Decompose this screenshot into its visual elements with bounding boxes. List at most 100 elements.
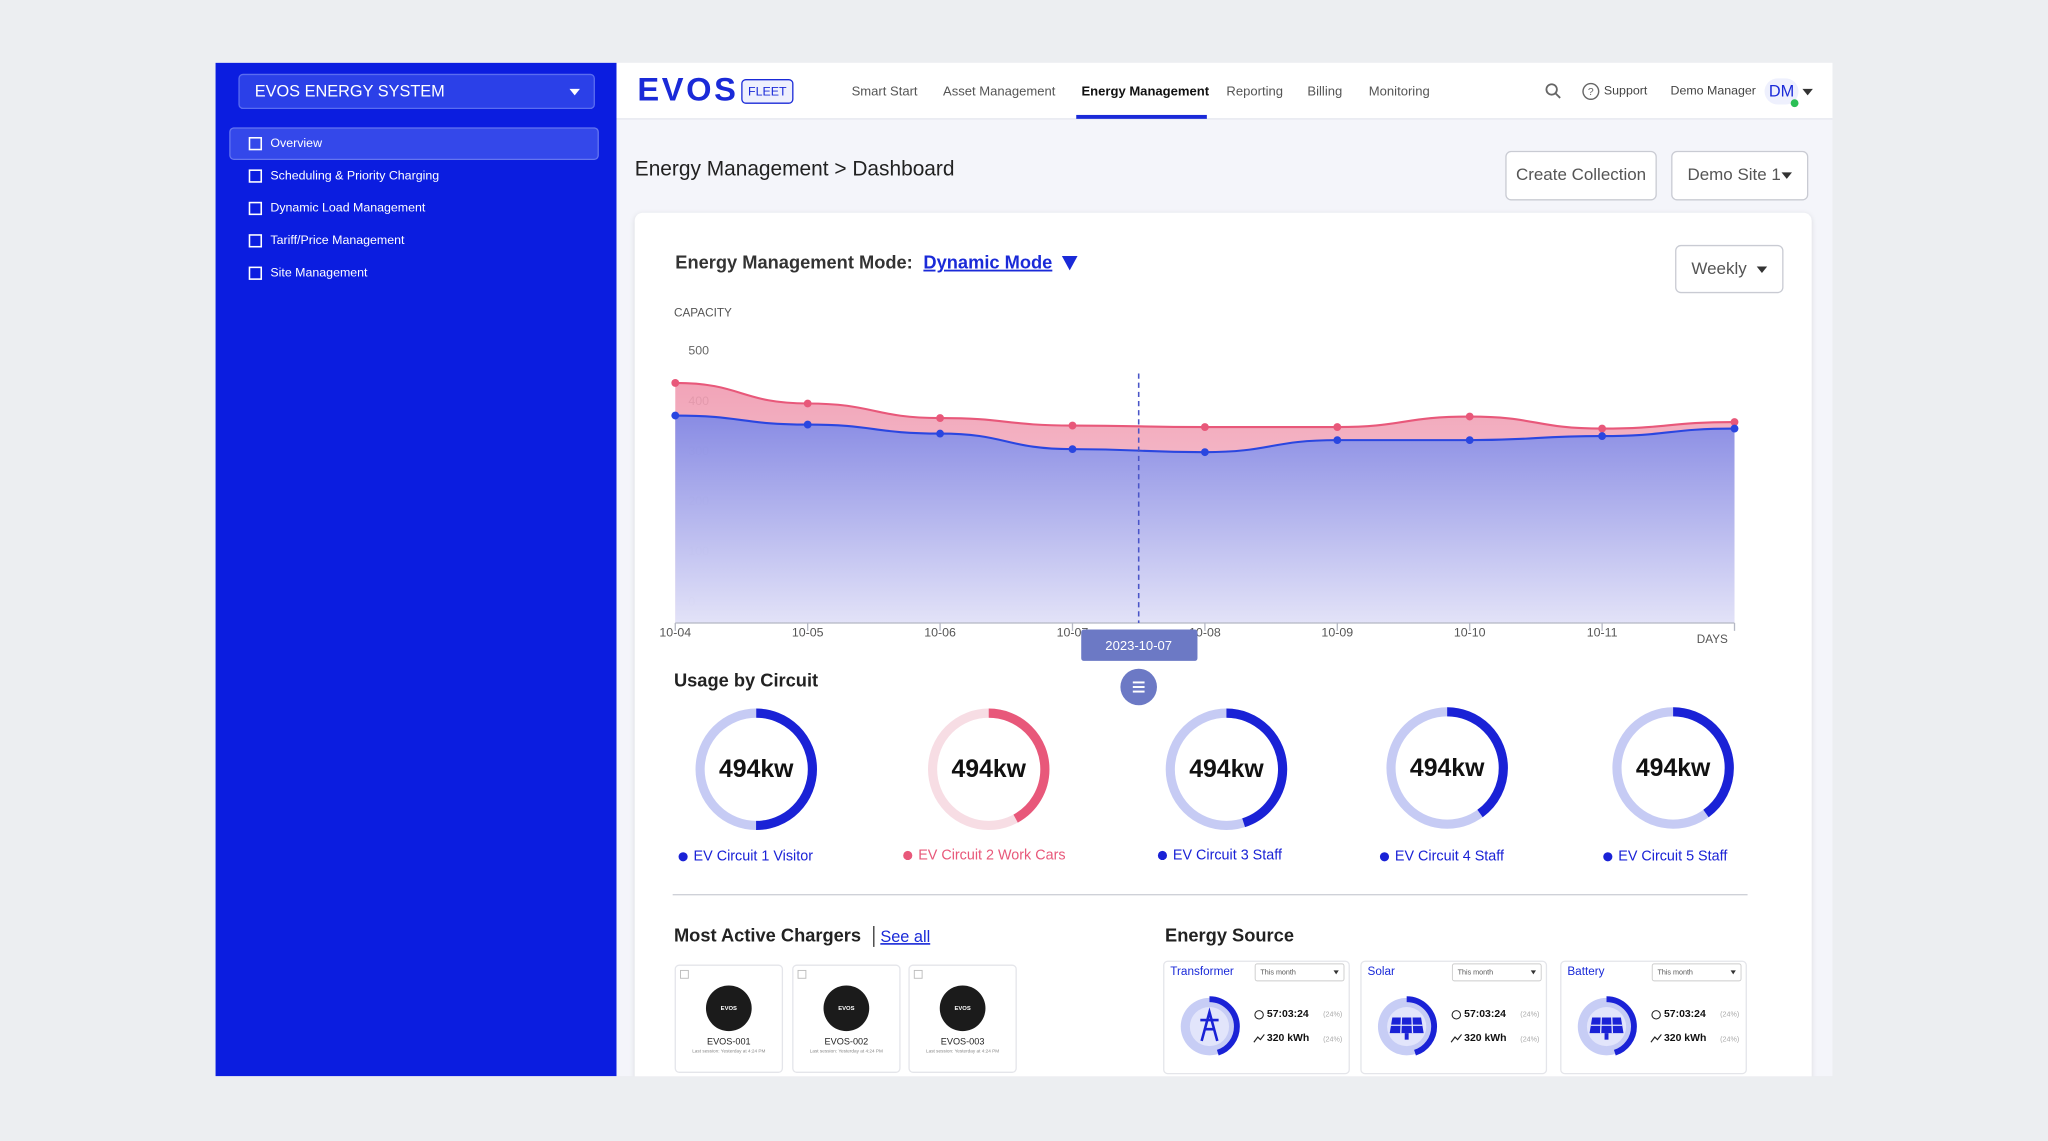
header-button-label: Demo Site 1 (1687, 165, 1780, 184)
clock-icon (1451, 1010, 1462, 1020)
source-icon-inner (1189, 1006, 1230, 1047)
data-point (1200, 423, 1209, 431)
period-dropdown[interactable] (1675, 244, 1784, 294)
charger-name: EVOS-001 (707, 1037, 751, 1047)
data-point (1333, 423, 1342, 431)
sidebar-item[interactable]: Tariff/Price Management (270, 233, 405, 247)
charger-note: Last session: Yesterday at 4:24 PM (692, 1049, 765, 1054)
card-checkbox (913, 969, 923, 979)
area-fill (675, 415, 1735, 624)
x-tick-label: 10-11 (1587, 626, 1618, 640)
top-nav (616, 62, 1833, 119)
source-time-share: (24%) (1323, 1011, 1342, 1019)
header-button[interactable] (1505, 150, 1657, 201)
sidebar-item[interactable]: Scheduling & Priority Charging (270, 168, 439, 182)
nav-link[interactable]: Smart Start (852, 84, 918, 99)
data-point (1730, 418, 1739, 426)
source-time-share: (24%) (1520, 1011, 1539, 1019)
clock-icon (1254, 1010, 1264, 1020)
sidebar-item[interactable]: Overview (270, 136, 322, 150)
y-tick-label: 500 (688, 344, 709, 358)
period-select[interactable] (1451, 963, 1542, 982)
charger-name: EVOS-002 (825, 1037, 869, 1047)
donut-arc (1386, 707, 1508, 829)
select-caret (1333, 970, 1339, 975)
nav-item-checkbox[interactable] (248, 137, 263, 151)
x-tick-label: 10-06 (924, 626, 956, 640)
data-point (1465, 412, 1474, 421)
nav-link[interactable]: Monitoring (1369, 84, 1430, 99)
app-window: EVOS ENERGY SYSTEM Overview Scheduling & P… (215, 62, 1833, 1077)
source-time-share: (24%) (1720, 1011, 1739, 1019)
legend-dot (1603, 852, 1613, 862)
period-select[interactable] (1651, 963, 1742, 982)
site-selector[interactable] (238, 73, 595, 110)
period-label: Weekly (1691, 259, 1747, 278)
y-axis-label: CAPACITY (674, 307, 732, 320)
source-energy-share: (24%) (1520, 1036, 1539, 1044)
nav-item-checkbox[interactable] (248, 234, 263, 248)
nav-item-checkbox[interactable] (248, 169, 263, 183)
source-name: Battery (1567, 965, 1604, 978)
source-name: Solar (1368, 965, 1396, 978)
charger-note: Last session: Yesterday at 4:24 PM (810, 1049, 883, 1054)
charger-image (705, 985, 752, 1032)
see-all-link[interactable]: See all (880, 928, 930, 946)
section-title: Usage by Circuit (674, 670, 818, 691)
data-point (936, 429, 945, 438)
panel-stand (1604, 1033, 1609, 1040)
source-time: 57:03:24 (1464, 1009, 1506, 1020)
active-tab-indicator (1076, 114, 1207, 119)
search-icon[interactable] (1545, 83, 1558, 96)
charger-note: Last session: Yesterday at 4:24 PM (926, 1049, 999, 1054)
data-point (1333, 436, 1342, 445)
circuit-name: EV Circuit 3 Staff (1173, 847, 1283, 863)
card-checkbox (680, 969, 689, 979)
donut-arc (1165, 708, 1288, 831)
panel-grid (1590, 1017, 1623, 1034)
legend-dot (1157, 850, 1168, 861)
avatar-bg (1764, 78, 1799, 105)
charger-logo: EVOS (954, 1006, 970, 1012)
period-select-label: This month (1260, 968, 1295, 976)
support-link[interactable]: Support (1604, 84, 1648, 98)
nav-link[interactable]: Reporting (1226, 84, 1283, 99)
header-button[interactable] (1671, 150, 1809, 201)
charger-image (823, 985, 870, 1032)
period-select[interactable] (1254, 963, 1345, 982)
nav-link[interactable]: Asset Management (943, 84, 1056, 99)
donut-value: 494kw (1189, 756, 1264, 783)
nav-item-checkbox[interactable] (248, 266, 263, 280)
period-select-label: This month (1657, 968, 1692, 976)
nav-link[interactable]: Billing (1307, 84, 1342, 99)
data-point (671, 379, 680, 387)
charger-name: EVOS-003 (941, 1037, 985, 1047)
clock-icon (1651, 1010, 1661, 1020)
source-time: 57:03:24 (1267, 1009, 1309, 1020)
data-point (1598, 424, 1607, 433)
nav-link[interactable]: Energy Management (1081, 84, 1209, 99)
sidebar-item[interactable]: Site Management (270, 266, 368, 280)
x-tick-label: 10-10 (1454, 626, 1486, 640)
card-checkbox (797, 969, 807, 979)
charger-logo: EVOS (838, 1006, 854, 1012)
help-icon (1582, 82, 1600, 100)
section-title: Most Active Chargers (674, 924, 861, 945)
avatar[interactable]: DM (1769, 82, 1794, 100)
charger-logo: EVOS (721, 1006, 737, 1012)
mode-caret (1061, 255, 1078, 271)
source-energy-share: (24%) (1720, 1036, 1739, 1044)
mode-value[interactable]: Dynamic Mode (923, 252, 1052, 273)
badge: FLEET (748, 84, 787, 98)
source-name: Transformer (1170, 965, 1234, 978)
donut-arc (695, 708, 817, 831)
mode-label: Energy Management Mode: (675, 252, 912, 273)
source-energy: 320 kWh (1464, 1033, 1506, 1044)
nav-item-checkbox[interactable] (248, 201, 263, 216)
donut-arc (928, 708, 1050, 831)
donut-value: 494kw (1410, 755, 1485, 782)
search-icon-handle (1554, 92, 1561, 99)
circuit-name: EV Circuit 2 Work Cars (918, 847, 1065, 863)
sidebar-item[interactable]: Dynamic Load Management (270, 201, 426, 215)
nav-item-active (229, 127, 599, 160)
